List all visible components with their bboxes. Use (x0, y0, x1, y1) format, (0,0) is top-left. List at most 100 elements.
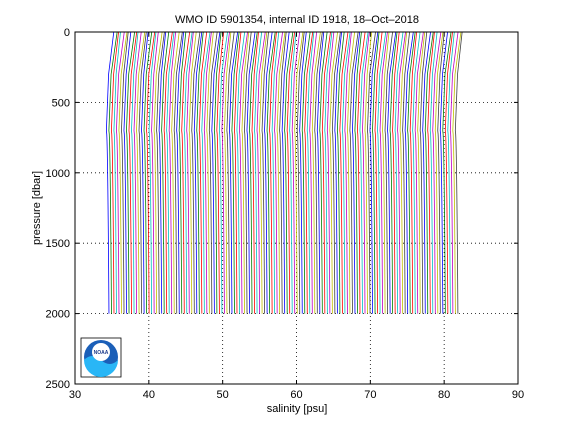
profile-line (239, 31, 248, 314)
profile-line (173, 31, 183, 314)
profile-line (156, 31, 165, 314)
profile-line (397, 31, 406, 314)
profile-line (221, 31, 230, 314)
profile-line (389, 31, 398, 314)
y-tick-label: 2000 (46, 309, 70, 321)
profile-line (384, 31, 393, 314)
profile-line (417, 31, 426, 314)
profile-line (171, 31, 180, 314)
profile-line (392, 31, 400, 314)
profile-line (181, 31, 191, 314)
y-tick-label: 0 (64, 27, 70, 39)
profile-line (364, 31, 373, 314)
profile-line (329, 31, 339, 314)
profile-line (407, 31, 416, 314)
profile-line (326, 31, 335, 314)
profile-line (377, 31, 387, 314)
profile-line (121, 31, 129, 314)
profile-line (269, 31, 277, 314)
profile-line (203, 31, 212, 314)
profile-line (146, 31, 156, 314)
profile-line (241, 31, 250, 314)
profile-line (168, 31, 177, 314)
profile-line (196, 31, 204, 314)
x-tick-label: 50 (217, 389, 229, 401)
profile-line (161, 31, 170, 314)
profile-line (254, 31, 263, 314)
profile-line (163, 31, 173, 314)
profile-line (357, 31, 366, 314)
profile-line (399, 31, 408, 314)
profile-line (331, 31, 341, 314)
profile-line (309, 31, 318, 314)
profile-line (387, 31, 397, 314)
profile-line (216, 31, 225, 314)
profile-line (369, 31, 379, 314)
profile-line (244, 31, 252, 314)
profile-line (251, 31, 259, 314)
profile-line (404, 31, 414, 314)
profile-line (296, 31, 305, 314)
profile-line (449, 31, 459, 314)
profile-line (231, 31, 240, 314)
profile-line (105, 31, 115, 314)
profile-line (434, 31, 444, 314)
profile-line (276, 31, 286, 314)
profile-line (286, 31, 296, 314)
profile-line (108, 31, 118, 314)
x-axis-label: salinity [psu] (267, 403, 328, 415)
profile-line (228, 31, 239, 314)
profile-line (206, 31, 214, 314)
profile-line (271, 31, 280, 314)
profile-line (131, 31, 139, 314)
profile-line (116, 31, 125, 314)
profile-line (236, 31, 246, 314)
profile-line (176, 31, 185, 314)
profile-line (341, 31, 351, 314)
profile-line (118, 31, 128, 314)
axis-ticks: 30 40 50 60 70 80 90 0 500 1000 1500 2000 2500 (46, 27, 525, 401)
profile-line (419, 31, 428, 314)
profile-line (344, 31, 352, 314)
y-tick-label: 1000 (46, 168, 70, 180)
profile-line (412, 31, 421, 314)
profile-line (424, 31, 434, 314)
profile-line (281, 31, 290, 314)
profile-line (201, 31, 211, 314)
x-tick-label: 70 (364, 389, 376, 401)
profile-line (402, 31, 410, 314)
noaa-logo: NOAA (80, 337, 122, 378)
profile-line (123, 31, 132, 314)
profile-line (110, 31, 119, 314)
profile-line (136, 31, 146, 314)
profile-line (304, 31, 314, 314)
y-axis-label: pressure [dbar] (31, 171, 43, 245)
profile-line (249, 31, 258, 314)
profile-line (362, 31, 370, 314)
profile-line (284, 31, 294, 314)
profile-line (409, 31, 418, 314)
profile-line (178, 31, 187, 314)
profile-line (256, 31, 266, 314)
profile-line (394, 31, 404, 314)
chart-title: WMO ID 5901354, internal ID 1918, 18–Oct… (175, 14, 419, 26)
profile-line (261, 31, 269, 314)
profile-line (274, 31, 283, 314)
profile-line (226, 31, 235, 314)
profile-line (454, 31, 463, 314)
profile-line (336, 31, 345, 314)
profile-line (437, 31, 445, 314)
profile-line (321, 31, 331, 314)
profile-line (354, 31, 362, 314)
profile-line (259, 31, 268, 314)
x-tick-label: 80 (438, 389, 450, 401)
profile-line (324, 31, 333, 314)
profile-line (113, 31, 121, 314)
profile-line (211, 31, 221, 314)
profile-line (382, 31, 390, 314)
profile-line (372, 31, 380, 314)
profile-line (133, 31, 142, 314)
profile-line (188, 31, 197, 314)
profile-line (208, 31, 218, 314)
